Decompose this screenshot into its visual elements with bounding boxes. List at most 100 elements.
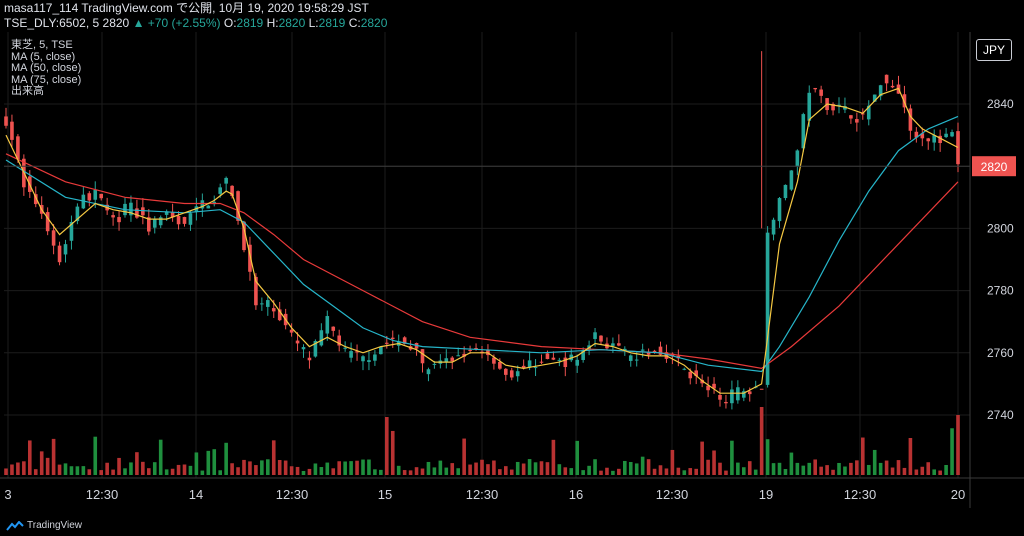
- candle[interactable]: [349, 351, 353, 358]
- candle[interactable]: [254, 276, 258, 306]
- candle[interactable]: [266, 300, 270, 307]
- candle[interactable]: [950, 132, 954, 137]
- candle[interactable]: [712, 383, 716, 389]
- candle[interactable]: [682, 368, 687, 370]
- candle[interactable]: [271, 308, 276, 312]
- candle[interactable]: [807, 92, 812, 121]
- candle[interactable]: [938, 135, 942, 144]
- candle[interactable]: [932, 135, 936, 143]
- candle[interactable]: [724, 401, 728, 404]
- candle[interactable]: [402, 337, 407, 344]
- candle[interactable]: [176, 216, 181, 225]
- candle[interactable]: [474, 348, 478, 350]
- candle[interactable]: [617, 343, 621, 346]
- candle[interactable]: [623, 348, 627, 352]
- candle[interactable]: [593, 332, 597, 339]
- tradingview-logo[interactable]: TradingView: [6, 520, 82, 531]
- candle[interactable]: [581, 350, 585, 360]
- candle[interactable]: [944, 133, 948, 138]
- candle[interactable]: [771, 219, 776, 235]
- candle[interactable]: [747, 391, 752, 395]
- candle[interactable]: [861, 113, 865, 115]
- candle[interactable]: [182, 216, 187, 224]
- candle[interactable]: [164, 211, 169, 215]
- candle[interactable]: [831, 104, 835, 111]
- currency-button[interactable]: JPY: [976, 39, 1012, 61]
- candle[interactable]: [795, 150, 800, 167]
- candle[interactable]: [218, 187, 222, 194]
- candle[interactable]: [706, 385, 710, 391]
- legend-ma75[interactable]: MA (75, close): [11, 73, 82, 86]
- candle[interactable]: [301, 347, 306, 350]
- candle[interactable]: [289, 329, 294, 333]
- candle[interactable]: [93, 189, 98, 200]
- candle[interactable]: [456, 355, 460, 357]
- candle[interactable]: [801, 114, 806, 149]
- candle[interactable]: [51, 230, 56, 246]
- candle[interactable]: [277, 309, 282, 321]
- candle[interactable]: [498, 361, 502, 369]
- candle[interactable]: [658, 346, 663, 355]
- candle[interactable]: [539, 361, 544, 363]
- candle[interactable]: [551, 357, 556, 360]
- candle[interactable]: [926, 138, 931, 142]
- candle[interactable]: [379, 346, 383, 355]
- candle[interactable]: [206, 205, 211, 209]
- candle[interactable]: [242, 221, 246, 251]
- candle[interactable]: [135, 208, 139, 218]
- candle[interactable]: [33, 194, 38, 205]
- candle[interactable]: [515, 371, 520, 377]
- candle[interactable]: [307, 357, 312, 361]
- candle[interactable]: [563, 357, 568, 368]
- candle[interactable]: [730, 389, 734, 404]
- candle[interactable]: [295, 340, 300, 344]
- candle[interactable]: [634, 359, 639, 361]
- candle[interactable]: [390, 337, 395, 339]
- legend-volume[interactable]: 出来高: [11, 85, 44, 97]
- candle[interactable]: [69, 221, 74, 241]
- candle[interactable]: [956, 131, 960, 165]
- candle[interactable]: [99, 193, 103, 199]
- candle[interactable]: [248, 244, 252, 272]
- candle[interactable]: [575, 359, 579, 366]
- candle[interactable]: [343, 347, 347, 349]
- candle[interactable]: [117, 217, 121, 223]
- candle[interactable]: [129, 202, 133, 216]
- candle[interactable]: [158, 217, 163, 226]
- candle[interactable]: [908, 108, 913, 131]
- candle[interactable]: [688, 371, 693, 379]
- candle[interactable]: [170, 212, 175, 218]
- candle[interactable]: [694, 370, 698, 377]
- candle[interactable]: [325, 316, 330, 334]
- candle[interactable]: [230, 185, 234, 197]
- candle[interactable]: [111, 215, 115, 218]
- candle[interactable]: [872, 94, 877, 102]
- candle[interactable]: [331, 326, 336, 331]
- candle[interactable]: [777, 198, 782, 222]
- candle[interactable]: [319, 330, 324, 346]
- candle[interactable]: [527, 360, 532, 368]
- price-chart[interactable]: 2740 2760 2780 2800 2820 2840 3 12:30 14 12:30 15 1…: [0, 32, 1024, 508]
- candle[interactable]: [813, 87, 817, 90]
- candle[interactable]: [855, 119, 859, 123]
- candle[interactable]: [468, 349, 472, 351]
- chart-background[interactable]: [0, 32, 1024, 508]
- legend-ma50[interactable]: MA (50, close): [11, 62, 82, 74]
- candle[interactable]: [236, 191, 240, 221]
- candle[interactable]: [373, 354, 377, 361]
- candle[interactable]: [152, 219, 157, 228]
- candle[interactable]: [843, 106, 847, 110]
- candle[interactable]: [450, 357, 455, 362]
- candle[interactable]: [718, 394, 722, 400]
- candle[interactable]: [432, 363, 437, 365]
- candle[interactable]: [819, 89, 823, 96]
- candle[interactable]: [920, 133, 925, 139]
- candle[interactable]: [628, 355, 633, 361]
- candle[interactable]: [141, 207, 145, 216]
- candle[interactable]: [884, 74, 889, 84]
- candle[interactable]: [759, 388, 764, 390]
- candle[interactable]: [313, 341, 318, 357]
- candle[interactable]: [224, 177, 228, 184]
- candle[interactable]: [355, 351, 359, 353]
- candle[interactable]: [10, 121, 14, 140]
